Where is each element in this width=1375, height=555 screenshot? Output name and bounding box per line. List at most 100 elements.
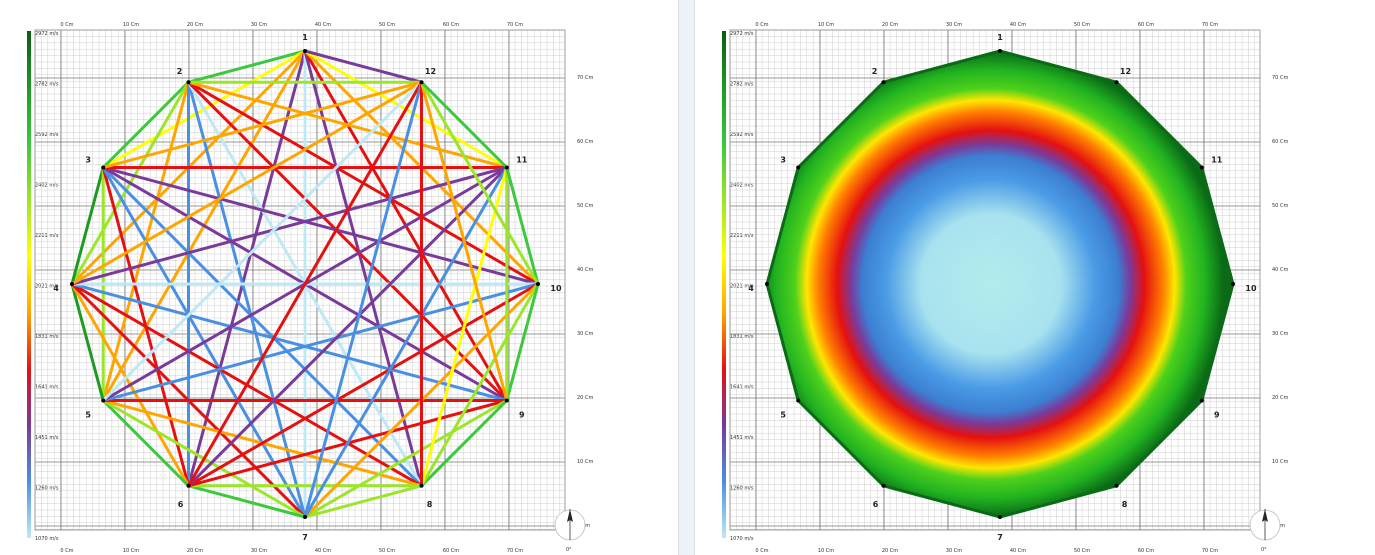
y-axis-tick-label: 70 Cm xyxy=(577,75,593,81)
sensor-label-5: 5 xyxy=(780,411,786,420)
y-axis-tick-label: 10 Cm xyxy=(577,459,593,465)
ray-path[interactable] xyxy=(101,166,540,286)
x-axis-tick-label: 40 Cm xyxy=(315,548,331,554)
ray-path[interactable] xyxy=(101,399,190,488)
sensor-node-12[interactable] xyxy=(1114,80,1119,85)
x-axis-tick-label: 60 Cm xyxy=(1138,548,1154,554)
ray-path[interactable] xyxy=(187,80,509,402)
sensor-node-8[interactable] xyxy=(1114,483,1119,488)
ray-path[interactable] xyxy=(505,282,540,402)
ray-path[interactable] xyxy=(187,282,540,488)
sensor-node-9[interactable] xyxy=(1199,398,1204,403)
sensor-node-5[interactable] xyxy=(101,398,106,403)
sensor-node-11[interactable] xyxy=(1199,165,1204,170)
color-scale-bar xyxy=(722,31,726,538)
compass-icon[interactable] xyxy=(1249,509,1281,541)
sensor-node-1[interactable] xyxy=(303,49,307,53)
sensor-node-3[interactable] xyxy=(101,165,106,170)
x-axis-tick-label: 50 Cm xyxy=(379,22,395,28)
x-axis-tick-label: 10 Cm xyxy=(818,548,834,554)
sensor-label-9: 9 xyxy=(1214,411,1220,420)
ray-path[interactable] xyxy=(187,484,307,519)
ray-path[interactable] xyxy=(303,484,423,519)
sensor-node-9[interactable] xyxy=(504,398,509,403)
sensor-node-5[interactable] xyxy=(796,398,801,403)
ray-path[interactable] xyxy=(420,80,540,286)
ray-path[interactable] xyxy=(187,166,509,488)
sensor-node-3[interactable] xyxy=(796,165,801,170)
x-axis-tick-label: 70 Cm xyxy=(507,22,523,28)
x-axis-tick-label: 60 Cm xyxy=(443,22,459,28)
sensor-node-11[interactable] xyxy=(504,165,509,170)
ray-path[interactable] xyxy=(505,166,540,286)
color-scale-label: 2782 m/s xyxy=(35,82,59,88)
x-axis-tick-label: 40 Cm xyxy=(1010,22,1026,28)
sensor-label-12: 12 xyxy=(425,67,436,76)
y-axis-tick-label: 70 Cm xyxy=(1272,75,1288,81)
ray-path[interactable] xyxy=(303,49,423,84)
ray-path[interactable] xyxy=(101,80,423,402)
sensor-label-6: 6 xyxy=(178,500,184,509)
x-axis-tick-label: 30 Cm xyxy=(946,22,962,28)
sensor-node-2[interactable] xyxy=(186,80,191,85)
x-axis-tick-label: 70 Cm xyxy=(507,548,523,554)
ray-path[interactable] xyxy=(187,49,307,84)
sensor-node-7[interactable] xyxy=(998,515,1002,519)
ray-path[interactable] xyxy=(420,166,509,488)
ray-path[interactable] xyxy=(70,80,423,286)
sensor-node-10[interactable] xyxy=(536,282,540,286)
sensor-node-8[interactable] xyxy=(419,483,424,488)
sensor-node-2[interactable] xyxy=(881,80,886,85)
compass-icon[interactable] xyxy=(554,509,586,541)
color-scale-label: 2972 m/s xyxy=(35,31,59,37)
ray-path[interactable] xyxy=(420,80,509,169)
ray-path[interactable] xyxy=(420,282,540,488)
ray-path[interactable] xyxy=(70,166,509,286)
x-axis-tick-label: 20 Cm xyxy=(187,548,203,554)
ray-path[interactable] xyxy=(187,80,423,488)
sensor-node-12[interactable] xyxy=(419,80,424,85)
ray-path[interactable] xyxy=(303,49,423,488)
sensor-label-1: 1 xyxy=(997,33,1003,42)
x-axis-tick-label: 30 Cm xyxy=(946,548,962,554)
ray-path[interactable] xyxy=(70,166,105,286)
x-axis-tick-label: 70 Cm xyxy=(1202,548,1218,554)
sensor-label-4: 4 xyxy=(748,284,754,293)
ray-path[interactable] xyxy=(303,166,509,519)
ray-path[interactable] xyxy=(187,49,307,488)
color-scale-label: 2211 m/s xyxy=(35,233,59,239)
color-scale-label: 1260 m/s xyxy=(35,486,59,492)
ray-path[interactable] xyxy=(420,399,509,488)
ray-path[interactable] xyxy=(303,399,509,519)
color-scale-label: 1451 m/s xyxy=(730,435,754,441)
velocity-tomogram-map[interactable] xyxy=(765,49,1235,519)
x-axis-tick-label: 10 Cm xyxy=(123,22,139,28)
ray-path[interactable] xyxy=(70,282,105,402)
ray-path-chart: 2972 m/s 2782 m/s 2592 m/s 2402 m/s 2211 m/s… xyxy=(27,22,593,554)
sensor-node-1[interactable] xyxy=(998,49,1002,53)
ray-path[interactable] xyxy=(420,80,509,402)
ray-path[interactable] xyxy=(101,80,423,169)
ray-path[interactable] xyxy=(187,80,307,519)
ray-path[interactable] xyxy=(101,282,540,402)
sensor-node-4[interactable] xyxy=(70,282,74,286)
sensor-node-4[interactable] xyxy=(765,282,769,286)
x-axis-tick-label: 0 Cm xyxy=(60,548,73,554)
sensor-node-10[interactable] xyxy=(1231,282,1235,286)
sensor-label-4: 4 xyxy=(53,284,59,293)
sensor-node-6[interactable] xyxy=(881,483,886,488)
y-axis-tick-label: 40 Cm xyxy=(1272,267,1288,273)
ray-path[interactable] xyxy=(101,80,190,169)
ray-path[interactable] xyxy=(303,80,423,519)
color-scale-label: 2592 m/s xyxy=(35,132,59,138)
sensor-node-7[interactable] xyxy=(303,515,307,519)
sensor-label-2: 2 xyxy=(872,67,878,76)
x-axis-tick-label: 50 Cm xyxy=(379,548,395,554)
sensor-label-6: 6 xyxy=(873,500,879,509)
ray-path[interactable] xyxy=(101,166,423,488)
panel-divider[interactable] xyxy=(678,0,695,555)
sensor-node-6[interactable] xyxy=(186,483,191,488)
ray-path[interactable] xyxy=(70,282,509,402)
sensor-label-1: 1 xyxy=(302,33,308,42)
color-scale-label: 2592 m/s xyxy=(730,132,754,138)
